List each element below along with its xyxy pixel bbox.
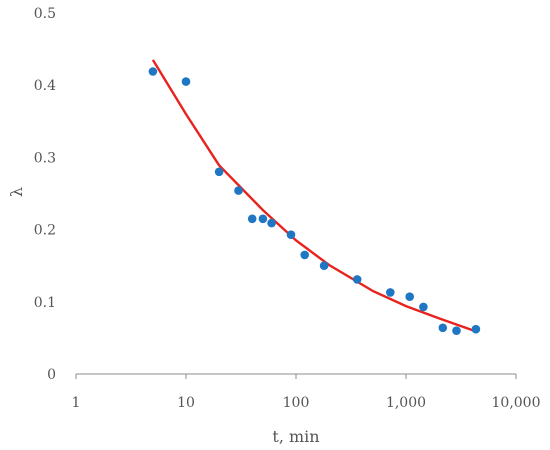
x-tick-label: 1,000 [386, 395, 426, 411]
x-tick-label: 10,000 [492, 395, 541, 411]
x-tick-label: 100 [283, 395, 310, 411]
y-axis-title: λ [7, 187, 26, 197]
data-point [405, 292, 415, 302]
x-tick-label: 10 [177, 395, 195, 411]
data-point [471, 324, 481, 334]
data-point [258, 214, 268, 224]
x-tick-marks [75, 374, 517, 379]
data-point [148, 67, 158, 76]
data-point [352, 275, 362, 284]
y-tick-label: 0.3 [34, 150, 56, 166]
data-point [438, 323, 448, 333]
x-tick-label: 1 [72, 395, 81, 411]
data-point [452, 326, 461, 336]
data-point [234, 186, 243, 195]
trend-line [151, 59, 477, 333]
scatter-series [148, 67, 481, 336]
y-tick-labels: 0 0.1 0.2 0.3 0.4 0.5 [34, 6, 56, 383]
data-point [386, 288, 395, 297]
y-tick-label: 0.1 [34, 295, 56, 311]
trend-line-series [151, 59, 477, 333]
data-point [214, 167, 224, 177]
data-point [300, 250, 310, 260]
y-tick-label: 0.4 [34, 78, 56, 94]
y-tick-label: 0.5 [34, 6, 56, 22]
y-tick-label: 0 [47, 367, 56, 383]
data-point [319, 261, 329, 271]
data-point [181, 77, 191, 86]
data-point [286, 230, 296, 239]
x-axis-title: t, min [272, 427, 319, 446]
data-point [419, 302, 428, 312]
y-tick-label: 0.2 [34, 223, 56, 239]
data-point [267, 218, 276, 228]
data-point [247, 214, 257, 224]
x-tick-labels: 1 10 100 1,000 10,000 [72, 395, 541, 411]
